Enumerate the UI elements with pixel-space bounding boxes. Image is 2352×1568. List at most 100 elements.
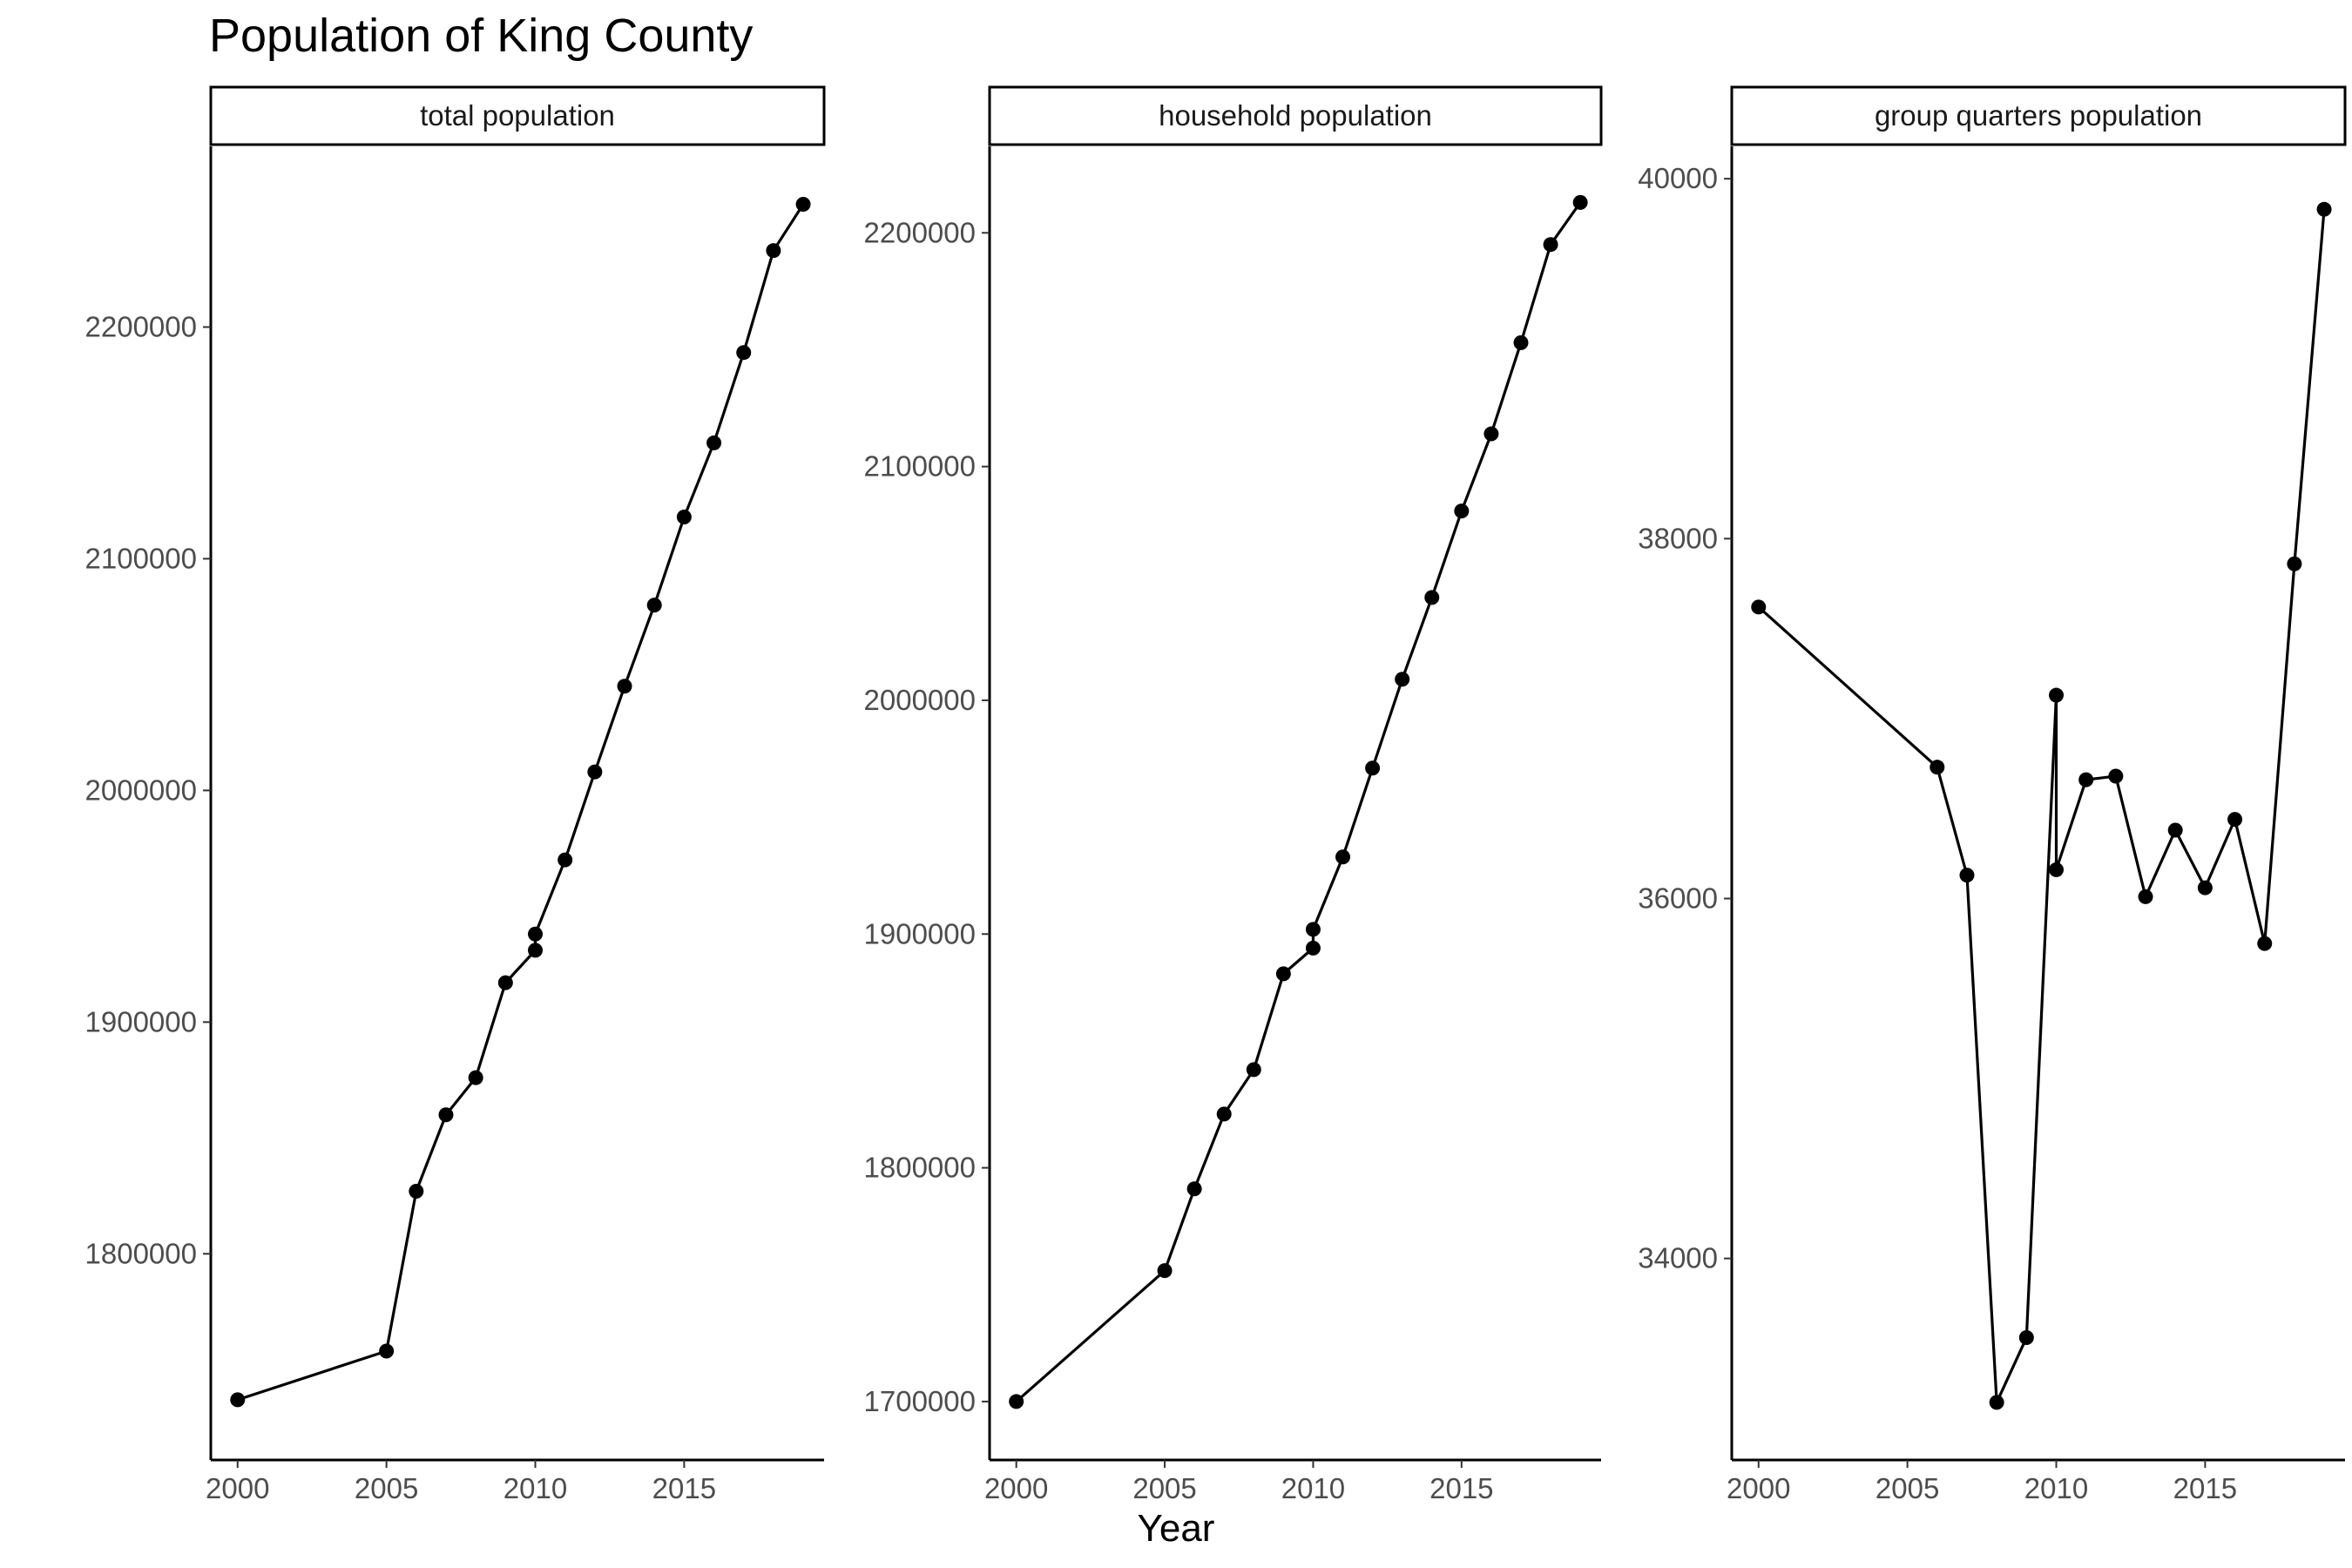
chart-title: Population of King County	[209, 10, 754, 62]
data-point	[587, 764, 603, 780]
y-tick-label: 1800000	[864, 1152, 976, 1184]
data-point	[2316, 201, 2332, 217]
series-line-segment	[2173, 828, 2207, 889]
series-line-segment	[415, 1113, 448, 1193]
series-line-segment	[682, 441, 716, 519]
data-point	[2167, 822, 2183, 838]
series-line-segment	[1549, 200, 1582, 247]
series-line-segment	[1490, 341, 1523, 436]
data-point	[1424, 590, 1440, 605]
data-point	[2287, 556, 2302, 571]
series-line-segment	[1015, 1269, 1166, 1403]
data-point	[1216, 1106, 1232, 1122]
series-line-segment	[1460, 432, 1493, 513]
y-tick-label: 40000	[1638, 162, 1718, 194]
series-line-segment	[444, 1076, 477, 1117]
data-point	[1305, 940, 1321, 956]
data-point	[1157, 1263, 1173, 1279]
data-point	[646, 598, 662, 613]
facet-strip-label-1: total population	[420, 99, 615, 132]
y-tick-label: 1900000	[864, 917, 976, 950]
data-point	[1335, 849, 1351, 865]
data-point	[1930, 760, 1945, 775]
data-point	[1275, 966, 1291, 982]
data-point	[468, 1070, 483, 1085]
x-tick-label: 2000	[1727, 1472, 1790, 1504]
series-line-segment	[1341, 767, 1375, 859]
data-point	[1959, 868, 1975, 883]
x-tick-label: 2010	[504, 1472, 567, 1504]
x-tick-label: 2015	[652, 1472, 716, 1504]
series-line-segment	[2233, 817, 2267, 945]
series-line-segment	[652, 515, 686, 607]
x-tick-label: 2000	[206, 1472, 269, 1504]
y-tick-label: 2100000	[864, 450, 976, 483]
data-point	[1395, 672, 1410, 687]
x-tick-label: 2015	[2173, 1472, 2237, 1504]
series-line-segment	[1193, 1112, 1226, 1191]
series-line-segment	[1222, 1068, 1255, 1116]
series-line-segment	[533, 858, 567, 936]
facet-strip-1	[209, 85, 826, 146]
series-line-segment	[2144, 828, 2177, 899]
series-line-segment	[564, 770, 597, 862]
series-line-segment	[2054, 778, 2088, 872]
series-line-segment	[712, 351, 746, 445]
data-point	[558, 852, 573, 868]
data-point	[706, 435, 722, 450]
series-line-segment	[2293, 207, 2326, 565]
y-tick-label: 2000000	[85, 774, 197, 806]
data-point	[438, 1107, 454, 1123]
data-point	[676, 510, 692, 525]
data-point	[1365, 760, 1381, 776]
facet-strip-3	[1730, 85, 2347, 146]
data-point	[1484, 426, 1499, 442]
series-line-segment	[1965, 874, 1998, 1404]
series-line-segment	[1995, 1335, 2028, 1404]
data-point	[230, 1392, 246, 1408]
x-tick-label: 2000	[984, 1472, 1048, 1504]
series-line-segment	[1252, 972, 1285, 1071]
series-line-segment	[2203, 817, 2237, 889]
facet-strip-label-3: group quarters population	[1875, 99, 2202, 132]
data-point	[1513, 335, 1529, 350]
data-point	[736, 345, 752, 361]
data-point	[1305, 922, 1321, 937]
series-line-segment	[1401, 596, 1434, 681]
y-tick-label: 38000	[1638, 522, 1718, 554]
data-point	[2257, 936, 2273, 951]
x-tick-label: 2015	[1429, 1472, 1493, 1504]
series-line-segment	[1371, 678, 1404, 770]
data-point	[379, 1343, 395, 1359]
data-point	[2197, 880, 2213, 896]
y-tick-label: 34000	[1638, 1242, 1718, 1274]
data-point	[1009, 1394, 1024, 1409]
series-line-segment	[1519, 243, 1552, 344]
series-line-segment	[2263, 562, 2296, 945]
data-point	[497, 975, 513, 990]
series-line-segment	[385, 1189, 418, 1353]
series-line-segment	[2114, 774, 2147, 899]
data-point	[1572, 194, 1588, 210]
data-point	[1246, 1062, 1261, 1078]
x-axis-title: Year	[1137, 1507, 1215, 1550]
data-point	[409, 1183, 424, 1199]
data-point	[766, 243, 781, 259]
y-tick-label: 1900000	[85, 1005, 197, 1037]
series-line-segment	[772, 202, 805, 253]
data-point	[528, 926, 544, 942]
data-point	[528, 943, 544, 958]
y-tick-label: 1700000	[864, 1385, 976, 1417]
data-point	[2078, 772, 2094, 787]
x-tick-label: 2005	[1876, 1472, 1939, 1504]
series-line-segment	[1757, 605, 1939, 769]
data-point	[2049, 687, 2065, 703]
data-point	[2227, 812, 2243, 828]
series-line-segment	[593, 685, 626, 774]
series-line-segment	[623, 604, 656, 688]
series-line-segment	[1430, 509, 1463, 599]
series-line-segment	[474, 981, 507, 1079]
data-point	[795, 196, 811, 212]
